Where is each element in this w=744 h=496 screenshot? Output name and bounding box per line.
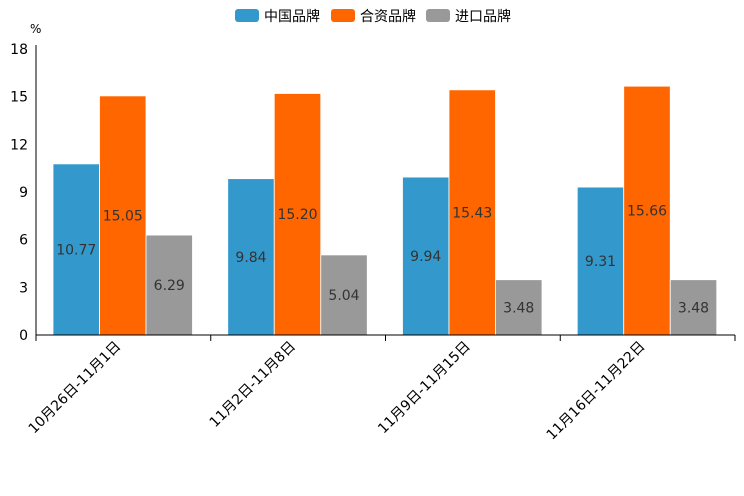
bar (669, 279, 718, 336)
bar-value-label: 15.20 (277, 207, 317, 223)
bar-value-label: 3.48 (503, 300, 534, 316)
bar (320, 254, 368, 336)
bar (495, 279, 543, 336)
bar-value-label: 5.04 (328, 288, 359, 304)
y-axis-unit-label: % (30, 22, 41, 36)
legend-swatch (235, 9, 259, 22)
y-tick-label: 6 (19, 233, 28, 249)
y-tick-label: 3 (19, 280, 28, 296)
bars: 10.77 15.05 6.29 9.84 15.20 5.04 9.94 15.43 3.48… (52, 85, 718, 336)
bar (448, 89, 496, 336)
bar-value-label: 3.48 (678, 300, 709, 316)
x-category-label: 11月16日-11月22日 (544, 339, 649, 444)
bar-value-label: 9.31 (585, 254, 616, 270)
bar-value-label: 15.43 (452, 205, 492, 221)
bar-value-label: 9.94 (410, 249, 441, 265)
legend-label: 合资品牌 (360, 8, 416, 25)
bar (99, 95, 147, 336)
bar (273, 93, 322, 336)
legend-swatch (426, 9, 450, 22)
legend-label: 进口品牌 (455, 8, 511, 25)
y-axis: 0 3 6 9 12 15 18 (10, 42, 37, 344)
x-category-label: 11月9日-11月15日 (375, 339, 474, 438)
legend-swatch (331, 9, 355, 22)
bar (623, 85, 671, 336)
bar-value-label: 6.29 (154, 278, 185, 294)
y-tick-label: 15 (10, 90, 28, 106)
y-tick-label: 12 (10, 137, 28, 153)
bar-value-label: 9.84 (235, 250, 266, 266)
bar (576, 186, 625, 336)
y-tick-label: 18 (10, 42, 28, 58)
bar-value-label: 15.05 (103, 208, 143, 224)
x-category-label: 10月26日-11月1日 (26, 339, 125, 438)
legend: 中国品牌 合资品牌 进口品牌 (235, 8, 511, 25)
y-tick-label: 0 (19, 328, 28, 344)
y-tick-label: 9 (19, 185, 28, 201)
x-category-label: 11月2日-11月8日 (207, 339, 299, 431)
x-axis: 10月26日-11月1日 11月2日-11月8日 11月9日-11月15日 11月16… (26, 334, 736, 444)
legend-label: 中国品牌 (264, 8, 320, 25)
bar-value-label: 10.77 (56, 242, 96, 258)
bar-value-label: 15.66 (627, 204, 667, 220)
